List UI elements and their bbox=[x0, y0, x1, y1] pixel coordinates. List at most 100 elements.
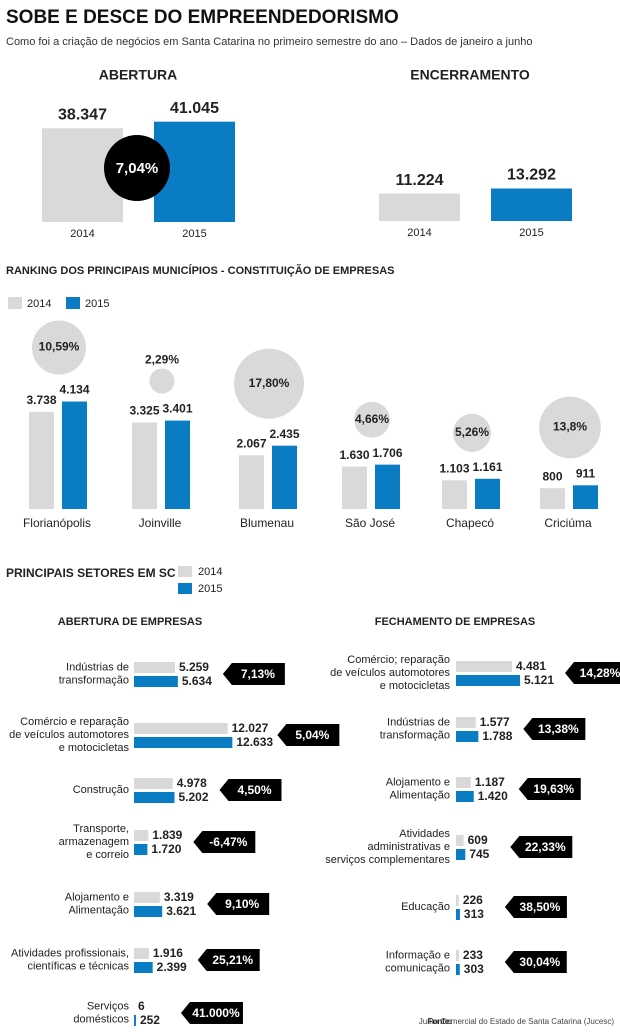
bar bbox=[134, 737, 233, 748]
change-bubble bbox=[539, 396, 601, 459]
change-bubble bbox=[452, 413, 492, 452]
category-label: 2015 bbox=[182, 228, 206, 240]
change-tag bbox=[193, 831, 256, 853]
value-label: 13.292 bbox=[507, 167, 556, 184]
value-label: 1.706 bbox=[372, 446, 402, 460]
change-label: 38,50% bbox=[520, 900, 561, 914]
value-label: 1.161 bbox=[472, 460, 502, 474]
category-label: Atividades administrativas e serviços comp… bbox=[325, 828, 450, 866]
bar bbox=[442, 480, 467, 509]
bar bbox=[134, 830, 149, 841]
value-label: 6 bbox=[138, 999, 145, 1013]
change-label: 5,26% bbox=[455, 425, 489, 439]
value-label: 4.134 bbox=[59, 383, 89, 397]
change-label: 41.000% bbox=[192, 1006, 240, 1020]
change-label: 7,04% bbox=[116, 160, 159, 177]
sectors-title: PRINCIPAIS SETORES EM SC bbox=[6, 566, 176, 580]
value-label: 911 bbox=[576, 466, 596, 480]
value-label: 1.839 bbox=[152, 828, 182, 842]
change-tag bbox=[222, 663, 285, 685]
change-label: 2,29% bbox=[145, 353, 179, 367]
value-label: 3.621 bbox=[166, 904, 196, 918]
value-label: 12.633 bbox=[236, 735, 273, 749]
bar bbox=[132, 422, 157, 509]
change-tag bbox=[510, 836, 573, 858]
category-label: 2015 bbox=[519, 227, 543, 239]
chart-title: ENCERRAMENTO bbox=[410, 67, 530, 83]
category-label: Alojamento e Alimentação bbox=[65, 891, 129, 916]
bar bbox=[29, 411, 54, 509]
value-label: 3.401 bbox=[162, 402, 192, 416]
change-label: 13,38% bbox=[538, 722, 579, 736]
value-label: 3.738 bbox=[26, 393, 56, 407]
change-label: 7,13% bbox=[241, 667, 275, 681]
value-label: 745 bbox=[469, 847, 489, 861]
change-label: 9,10% bbox=[225, 897, 259, 911]
bar bbox=[456, 835, 464, 846]
page-subtitle: Como foi a criação de negócios em Santa … bbox=[6, 36, 532, 48]
change-label: 4,66% bbox=[355, 412, 389, 426]
bar bbox=[456, 849, 466, 860]
change-label: 19,63% bbox=[533, 782, 574, 796]
change-tag bbox=[197, 949, 260, 971]
bar bbox=[456, 717, 476, 728]
bar bbox=[456, 777, 471, 788]
value-label: 303 bbox=[464, 962, 484, 976]
bar bbox=[379, 193, 460, 221]
category-label: Comércio; reparação de veículos automotor… bbox=[330, 654, 450, 692]
change-bubble bbox=[31, 320, 87, 375]
bar bbox=[456, 731, 479, 742]
bar bbox=[456, 791, 474, 802]
change-bubble bbox=[233, 348, 305, 419]
category-label: Comércio e reparação de veículos automoto… bbox=[9, 716, 129, 754]
bar bbox=[456, 661, 513, 672]
value-label: 1.720 bbox=[151, 842, 181, 856]
change-tag bbox=[523, 718, 586, 740]
value-label: 5.121 bbox=[524, 673, 554, 687]
value-label: 2.067 bbox=[236, 436, 266, 450]
category-label: São José bbox=[345, 516, 395, 530]
value-label: 252 bbox=[140, 1013, 160, 1027]
page-title: SOBE E DESCE DO EMPREENDEDORISMO bbox=[6, 7, 399, 28]
value-label: 4.481 bbox=[516, 659, 546, 673]
bar bbox=[375, 464, 400, 509]
value-label: 800 bbox=[542, 469, 562, 483]
value-label: 11.224 bbox=[395, 172, 443, 189]
bar bbox=[573, 485, 598, 509]
bar bbox=[134, 778, 173, 789]
change-label: 14,28% bbox=[580, 666, 620, 680]
value-label: 1.420 bbox=[478, 789, 508, 803]
chart-title: RANKING DOS PRINCIPAIS MUNICÍPIOS - CONS… bbox=[6, 264, 395, 277]
legend-swatch bbox=[8, 297, 22, 309]
change-label: 30,04% bbox=[519, 955, 560, 969]
value-label: 1.577 bbox=[480, 715, 510, 729]
bar bbox=[456, 675, 521, 686]
category-label: Blumenau bbox=[240, 516, 294, 530]
value-label: 1.916 bbox=[153, 946, 183, 960]
category-label: Indústrias de transformação bbox=[380, 716, 450, 741]
change-label: 10,59% bbox=[39, 340, 80, 354]
bar bbox=[134, 906, 163, 917]
source: Junta Comercial do Estado de Santa Catar… bbox=[419, 1017, 615, 1026]
bar bbox=[134, 676, 178, 687]
value-label: 2.435 bbox=[269, 427, 299, 441]
change-tag bbox=[219, 779, 282, 801]
change-label: 4,50% bbox=[237, 783, 271, 797]
bar bbox=[475, 478, 500, 509]
bar bbox=[62, 401, 87, 509]
value-label: 3.319 bbox=[164, 890, 194, 904]
category-label: 2014 bbox=[407, 227, 431, 239]
bar bbox=[165, 420, 190, 509]
chart-title: FECHAMENTO DE EMPRESAS bbox=[375, 616, 536, 628]
change-tag bbox=[207, 893, 270, 915]
category-label: Florianópolis bbox=[23, 516, 91, 530]
change-label: 13,8% bbox=[553, 420, 587, 434]
bar bbox=[134, 792, 175, 803]
legend-label: 2014 bbox=[27, 298, 51, 310]
value-label: 1.187 bbox=[475, 775, 505, 789]
change-tag bbox=[180, 1002, 243, 1024]
value-label: 1.103 bbox=[439, 461, 469, 475]
chart-title: ABERTURA bbox=[99, 67, 178, 83]
value-label: 609 bbox=[468, 833, 488, 847]
value-label: 226 bbox=[463, 893, 483, 907]
